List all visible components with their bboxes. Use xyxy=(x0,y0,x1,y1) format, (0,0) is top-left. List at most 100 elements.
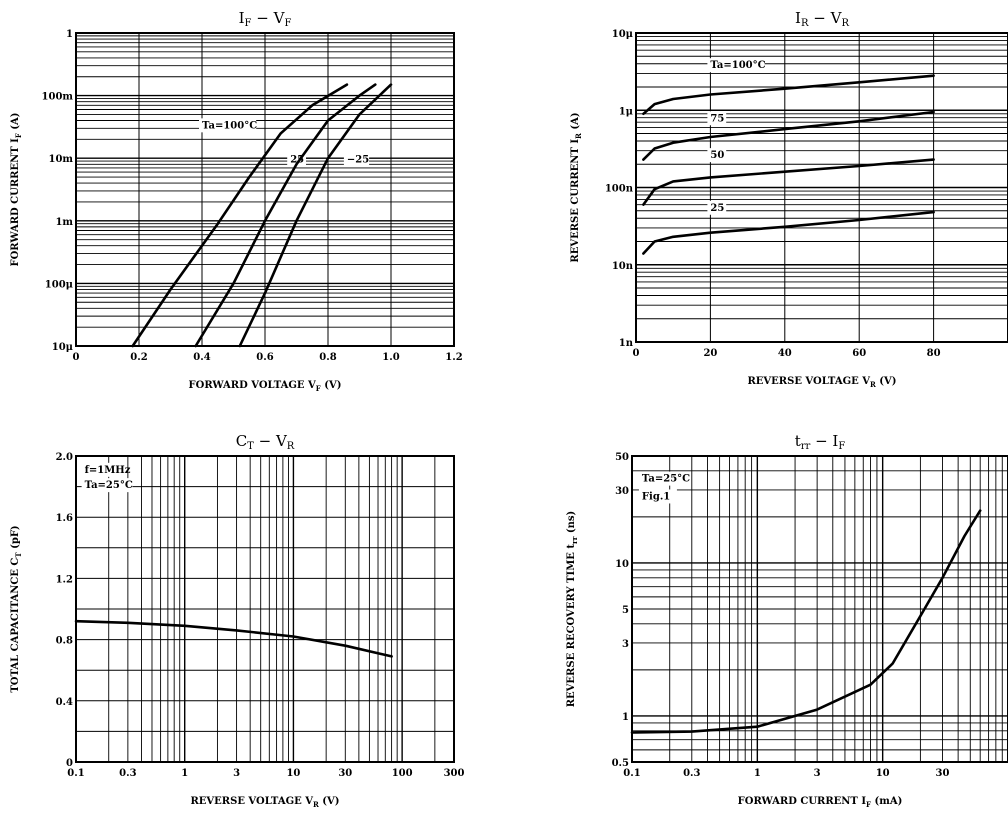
y-axis-label-sub: R xyxy=(574,133,583,139)
annotation-bg xyxy=(199,118,257,133)
x-axis-label-sub: R xyxy=(870,380,876,389)
y-tick-label: 5 xyxy=(622,605,629,616)
annotation-label: Ta=25°C xyxy=(85,480,133,491)
x-axis-label: FORWARD CURRENT IF (mA) xyxy=(738,796,903,809)
x-axis-label: FORWARD VOLTAGE VF (V) xyxy=(189,380,342,393)
x-tick-label: 30 xyxy=(338,768,352,779)
y-tick-label: 2.0 xyxy=(56,452,73,463)
x-axis-label-unit: (V) xyxy=(319,796,340,807)
y-axis-label: FORWARD CURRENT IF (A) xyxy=(10,112,23,266)
title-sub: rr xyxy=(801,441,811,452)
y-tick-label: 0 xyxy=(66,758,73,769)
x-tick-label: 10 xyxy=(286,768,300,779)
y-axis-label: REVERSE CURRENT IR (A) xyxy=(570,112,583,262)
title-main: I xyxy=(795,9,801,27)
y-axis-label-sub: F xyxy=(14,133,23,138)
chart-ir_vr: Ta=100°C 75 50 25 0 20 40 60 80 10μ 1μ 100n 10n 1n IR … xyxy=(570,9,1008,389)
annotation-label: Ta=100°C xyxy=(202,120,257,131)
y-tick-label: 1.2 xyxy=(56,574,73,585)
y-axis-label-unit: (A) xyxy=(570,112,581,133)
annotation-bg xyxy=(707,148,727,163)
annotation-label: Fig.1 xyxy=(642,491,670,502)
series-line xyxy=(642,158,935,206)
annotations-ir_vr: Ta=100°C 75 50 25 xyxy=(707,58,766,215)
title-sub: F xyxy=(838,441,845,452)
annotations-if_vf: Ta=100°C 25 −25 xyxy=(199,118,370,167)
x-axis-label: REVERSE VOLTAGE VR (V) xyxy=(190,796,339,809)
chart-title: IR − VR xyxy=(795,9,849,29)
y-tick-label: 100m xyxy=(42,92,74,103)
x-tick-label: 40 xyxy=(778,348,792,359)
series-line xyxy=(642,210,935,255)
grid-trr_if xyxy=(631,455,1008,763)
title-sub: F xyxy=(245,18,252,29)
title-sep: − V xyxy=(252,9,286,27)
x-tick-label: 0.2 xyxy=(130,352,147,363)
y-axis-label-text: FORWARD CURRENT I xyxy=(10,138,21,267)
x-axis-label-sub: R xyxy=(313,800,319,809)
y-tick-label: 100n xyxy=(605,184,634,195)
annotation-label: −25 xyxy=(347,155,369,166)
x-axis-label-unit: (V) xyxy=(321,380,342,391)
x-tick-label: 60 xyxy=(852,348,866,359)
x-axis-label-sub: F xyxy=(316,384,321,393)
x-tick-label: 1 xyxy=(754,768,761,779)
x-tick-label: 30 xyxy=(936,768,950,779)
x-tick-label: 0.3 xyxy=(119,768,136,779)
series-line xyxy=(194,83,377,348)
annotation-bg xyxy=(707,200,727,215)
x-tick-label: 1 xyxy=(181,768,188,779)
y-tick-label: 10n xyxy=(612,261,634,272)
y-tick-label: 0.4 xyxy=(56,697,73,708)
annotation-bg xyxy=(343,152,370,167)
annotation-label: f=1MHz xyxy=(85,465,131,476)
y-tick-label: 0.5 xyxy=(612,758,629,769)
y-tick-label: 30 xyxy=(615,486,629,497)
chart-title: CT − VR xyxy=(236,432,295,452)
x-tick-label: 0.8 xyxy=(319,352,336,363)
annotation-bg xyxy=(638,471,690,486)
chart-title: trr − IF xyxy=(795,432,846,452)
annotation-bg xyxy=(638,489,677,504)
y-tick-label: 1μ xyxy=(619,106,633,117)
x-axis-label-text: FORWARD VOLTAGE V xyxy=(189,380,317,391)
x-axis-label-text: REVERSE VOLTAGE V xyxy=(747,376,870,387)
series-line xyxy=(630,509,982,734)
x-axis-label-unit: (V) xyxy=(876,376,897,387)
series-line xyxy=(642,110,935,161)
title-sub: F xyxy=(284,18,291,29)
annotation-bg xyxy=(81,478,133,493)
y-axis-label-text: REVERSE CURRENT I xyxy=(570,139,581,263)
annotations-ct_vr: f=1MHz Ta=25°C xyxy=(81,462,133,493)
title-main: I xyxy=(239,9,245,27)
chart-trr_if: Ta=25°C Fig.1 0.1 0.3 1 3 10 30 0.5 1 3 5 10 30 50 trr … xyxy=(566,432,1008,809)
x-tick-label: 100 xyxy=(392,768,413,779)
y-tick-label: 10m xyxy=(49,154,74,165)
plot-frame xyxy=(75,455,455,763)
title-sep: − V xyxy=(254,432,288,450)
title-sep: − V xyxy=(809,9,843,27)
title-sub: T xyxy=(247,441,254,452)
chart-if_vf: Ta=100°C 25 −25 0 0.2 0.4 0.6 0.8 1.0 1.2 1 100m 10m… xyxy=(10,9,463,393)
title-sub: R xyxy=(287,441,295,452)
x-tick-label: 0 xyxy=(633,348,640,359)
y-tick-label: 100μ xyxy=(45,279,73,290)
chart-title: IF − VF xyxy=(239,9,292,29)
x-tick-label: 0.3 xyxy=(683,768,700,779)
y-axis-label-sub: rr xyxy=(570,536,579,544)
annotation-bg xyxy=(707,58,765,73)
title-sep: − I xyxy=(810,432,838,450)
x-tick-label: 20 xyxy=(703,348,717,359)
x-tick-label: 0.1 xyxy=(623,768,640,779)
x-tick-label: 80 xyxy=(927,348,941,359)
annotation-label: 50 xyxy=(710,150,724,161)
series-line xyxy=(642,74,935,116)
y-tick-label: 10 xyxy=(615,559,629,570)
title-main: C xyxy=(236,432,247,450)
grid-ct_vr xyxy=(75,455,455,763)
x-tick-label: 0.1 xyxy=(67,768,84,779)
x-axis-label-text: REVERSE VOLTAGE V xyxy=(190,796,313,807)
x-tick-label: 10 xyxy=(876,768,890,779)
y-axis-label-text: TOTAL CAPACITANCE C xyxy=(10,558,21,693)
plot-frame xyxy=(635,32,1008,343)
